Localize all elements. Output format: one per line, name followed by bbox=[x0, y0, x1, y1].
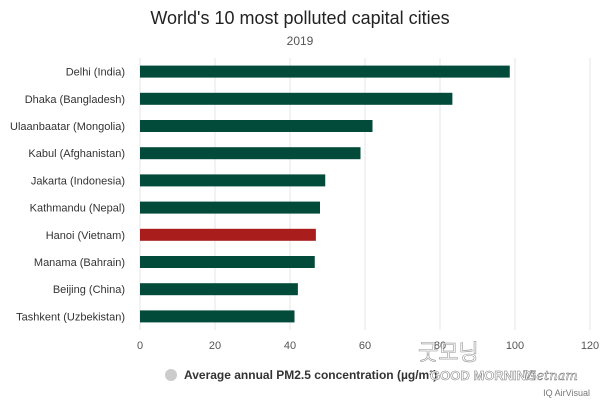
bar[interactable] bbox=[140, 256, 315, 268]
x-tick-labels: 0 20 40 60 80 100 120 bbox=[137, 340, 599, 352]
category-label: Hanoi (Vietnam) bbox=[46, 230, 125, 242]
bars bbox=[140, 65, 510, 323]
chart-subtitle: 2019 bbox=[287, 34, 314, 48]
watermark-script: Vietnam bbox=[523, 369, 578, 384]
bar[interactable] bbox=[140, 174, 326, 187]
x-tick-label: 80 bbox=[434, 340, 446, 352]
bar[interactable] bbox=[140, 310, 295, 323]
bar[interactable] bbox=[140, 120, 373, 132]
x-tick-label: 100 bbox=[506, 340, 524, 352]
watermark-logo-text: 굿모닝 bbox=[418, 341, 479, 366]
category-label: Manama (Bahrain) bbox=[34, 257, 125, 269]
x-tick-label: 20 bbox=[209, 340, 221, 352]
x-tick-label: 0 bbox=[137, 340, 143, 352]
bar[interactable] bbox=[140, 228, 316, 241]
x-tick-label: 40 bbox=[284, 340, 296, 352]
legend-label: Average annual PM2.5 concentration (µg/m… bbox=[184, 368, 437, 382]
watermark-logo: 굿모닝 GOOD MORNING Vietnam bbox=[418, 341, 578, 385]
category-labels: Delhi (India) Dhaka (Bangladesh) Ulaanbaat… bbox=[10, 67, 125, 324]
category-label: Tashkent (Uzbekistan) bbox=[16, 311, 125, 323]
category-label: Kabul (Afghanistan) bbox=[28, 148, 125, 160]
category-label: Beijing (China) bbox=[53, 284, 125, 296]
source-credit: IQ AirVisual bbox=[543, 388, 590, 398]
watermark-brand: GOOD MORNING bbox=[430, 368, 536, 383]
bar[interactable] bbox=[140, 147, 361, 160]
category-label: Dhaka (Bangladesh) bbox=[25, 94, 125, 106]
legend-marker bbox=[165, 369, 177, 381]
category-label: Jakarta (Indonesia) bbox=[31, 175, 125, 187]
bar[interactable] bbox=[140, 283, 298, 296]
category-label: Ulaanbaatar (Mongolia) bbox=[10, 121, 125, 133]
chart-title: World's 10 most polluted capital cities bbox=[150, 8, 449, 28]
bar[interactable] bbox=[140, 92, 453, 105]
bar[interactable] bbox=[140, 201, 320, 214]
x-tick-label: 60 bbox=[359, 340, 371, 352]
category-label: Delhi (India) bbox=[66, 67, 125, 79]
bar[interactable] bbox=[140, 65, 510, 78]
category-label: Kathmandu (Nepal) bbox=[30, 203, 125, 215]
legend[interactable]: Average annual PM2.5 concentration (µg/m… bbox=[165, 368, 437, 382]
x-tick-label: 120 bbox=[581, 340, 599, 352]
